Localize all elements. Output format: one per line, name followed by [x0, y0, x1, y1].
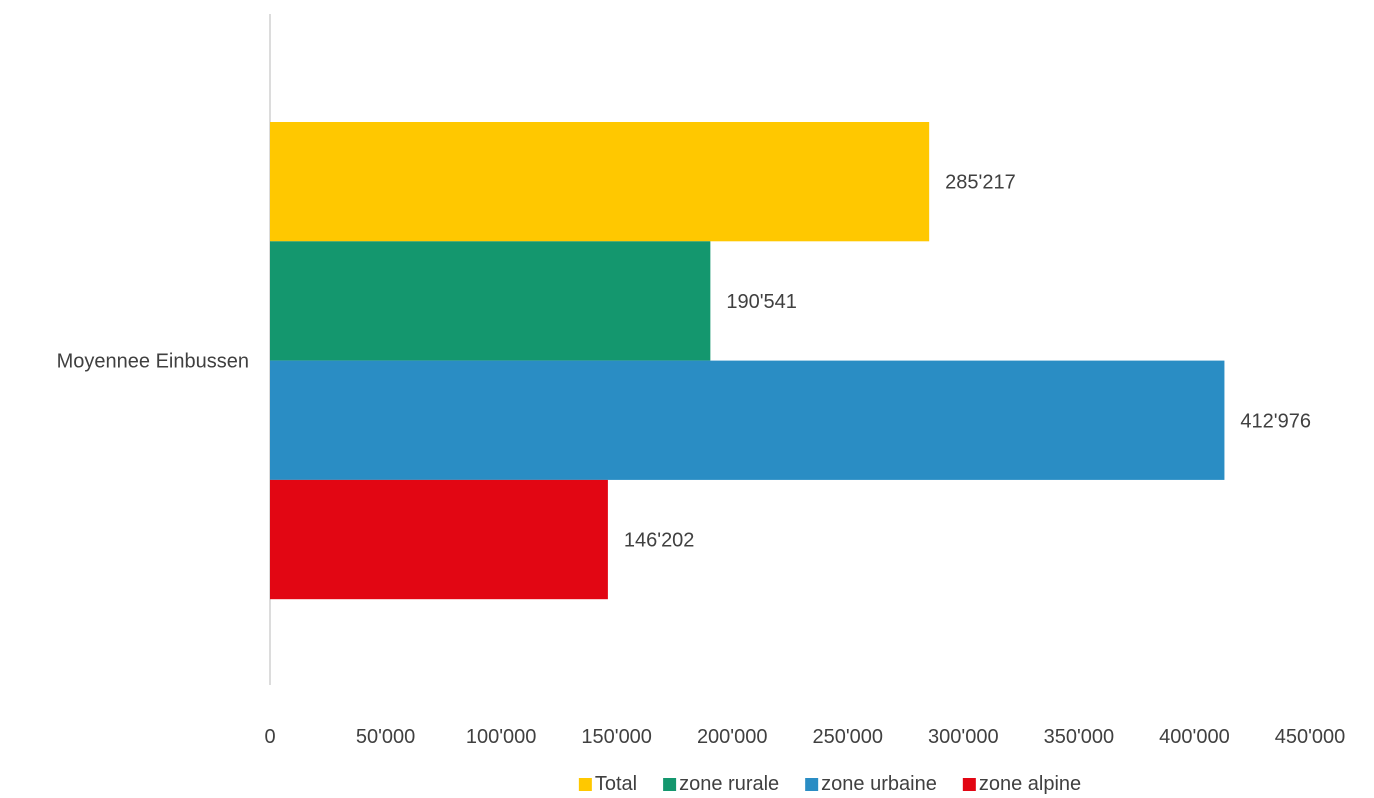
category-label: Moyennee Einbussen — [57, 351, 249, 373]
bar-zone-rurale — [270, 241, 711, 361]
legend-item-total: Total — [578, 773, 637, 795]
bar-total — [270, 122, 930, 242]
legend-item-zone-rurale: zone rurale — [663, 773, 779, 795]
x-tick-label: 300'000 — [928, 726, 999, 748]
data-label-zone-rurale: 190'541 — [726, 291, 797, 313]
x-tick-label: 50'000 — [356, 726, 415, 748]
x-axis-tick-labels: 0 50'000 100'000 150'000 200'000 250'000 300'0… — [264, 726, 1345, 748]
bars — [270, 122, 1225, 600]
category-labels: Moyennee Einbussen — [57, 351, 249, 373]
legend-label: zone rurale — [679, 773, 779, 795]
bar-zone-urbaine — [270, 360, 1225, 480]
x-tick-label: 0 — [264, 726, 275, 748]
legend-swatch — [805, 778, 819, 791]
legend-item-zone-urbaine: zone urbaine — [805, 773, 937, 795]
legend: Total zone rurale zone urbaine zone alpine — [578, 773, 1081, 795]
x-tick-label: 250'000 — [812, 726, 883, 748]
legend-swatch — [962, 778, 976, 791]
legend-swatch — [578, 778, 592, 791]
data-labels: 285'217 190'541 412'976 146'202 — [624, 172, 1311, 552]
legend-label: Total — [595, 773, 637, 795]
bar-zone-alpine — [270, 479, 608, 600]
legend-item-zone-alpine: zone alpine — [962, 773, 1081, 795]
data-label-zone-alpine: 146'202 — [624, 530, 695, 552]
x-tick-label: 150'000 — [581, 726, 652, 748]
data-label-zone-urbaine: 412'976 — [1240, 410, 1311, 432]
x-tick-label: 100'000 — [466, 726, 537, 748]
legend-swatch — [663, 778, 677, 791]
x-tick-label: 200'000 — [697, 726, 768, 748]
legend-label: zone urbaine — [821, 773, 937, 795]
legend-label: zone alpine — [979, 773, 1081, 795]
data-label-total: 285'217 — [945, 172, 1016, 194]
x-tick-label: 450'000 — [1275, 726, 1346, 748]
x-tick-label: 350'000 — [1044, 726, 1115, 748]
x-tick-label: 400'000 — [1159, 726, 1230, 748]
